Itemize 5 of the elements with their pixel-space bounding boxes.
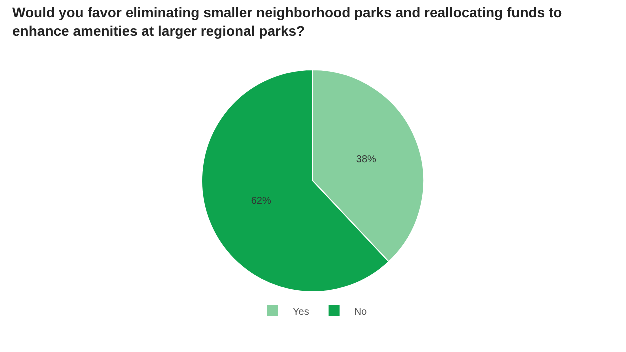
chart-title: Would you favor eliminating smaller neighborhood parks and reallocating funds to enhance amenities at larger regional parks? — [12, 4, 562, 39]
legend-label: No — [354, 306, 368, 318]
legend-label: Yes — [293, 306, 310, 318]
data-label: 38% — [356, 154, 377, 166]
data-label: 62% — [251, 196, 272, 207]
